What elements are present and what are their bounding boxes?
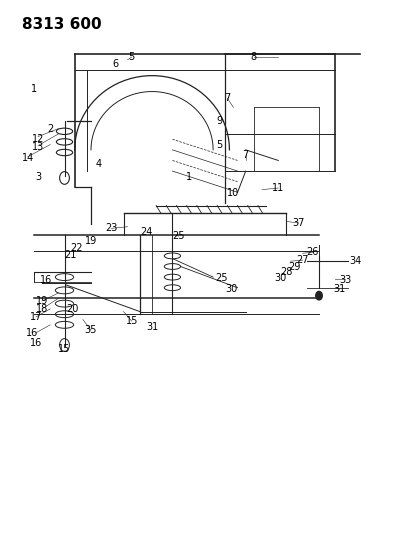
Text: 30: 30 (225, 284, 237, 294)
Text: 14: 14 (22, 153, 34, 163)
Text: 10: 10 (227, 188, 239, 198)
Text: 6: 6 (112, 59, 118, 69)
Text: 28: 28 (280, 267, 292, 277)
Text: 31: 31 (146, 322, 158, 333)
Text: 25: 25 (214, 273, 227, 283)
Text: 15: 15 (125, 316, 137, 326)
Text: 3: 3 (35, 172, 41, 182)
Text: 15: 15 (58, 344, 70, 354)
Text: 24: 24 (139, 227, 152, 237)
Text: 22: 22 (70, 243, 83, 253)
Text: 4: 4 (96, 159, 102, 169)
Text: 1: 1 (185, 172, 191, 182)
Text: 18: 18 (36, 304, 48, 314)
Text: 26: 26 (306, 247, 318, 257)
Text: 11: 11 (272, 183, 284, 193)
Text: 31: 31 (333, 284, 345, 294)
Text: 25: 25 (172, 231, 184, 241)
Circle shape (315, 292, 321, 300)
Text: 8: 8 (250, 52, 256, 61)
Text: 9: 9 (216, 116, 222, 126)
Text: 5: 5 (216, 140, 222, 150)
Text: 30: 30 (274, 273, 286, 283)
Text: 29: 29 (288, 262, 300, 271)
Text: 19: 19 (36, 296, 48, 306)
Text: 33: 33 (339, 274, 351, 285)
Text: 35: 35 (85, 325, 97, 335)
Text: 13: 13 (32, 142, 44, 152)
Text: 37: 37 (292, 218, 304, 228)
Text: 34: 34 (349, 256, 361, 266)
Text: 16: 16 (26, 328, 38, 338)
Text: 8313 600: 8313 600 (22, 17, 101, 33)
Text: 1: 1 (31, 84, 37, 94)
Text: 5: 5 (128, 52, 135, 62)
Text: 7: 7 (224, 93, 230, 103)
Text: 2: 2 (47, 124, 53, 134)
Text: 23: 23 (105, 223, 117, 233)
Text: 12: 12 (32, 134, 44, 144)
Text: 20: 20 (66, 304, 79, 314)
Text: 17: 17 (30, 312, 42, 322)
Text: 19: 19 (85, 236, 97, 246)
Text: 16: 16 (40, 274, 52, 285)
Text: 27: 27 (296, 255, 308, 265)
Text: 21: 21 (64, 250, 76, 260)
Text: 7: 7 (242, 150, 248, 160)
Text: 16: 16 (30, 338, 42, 349)
